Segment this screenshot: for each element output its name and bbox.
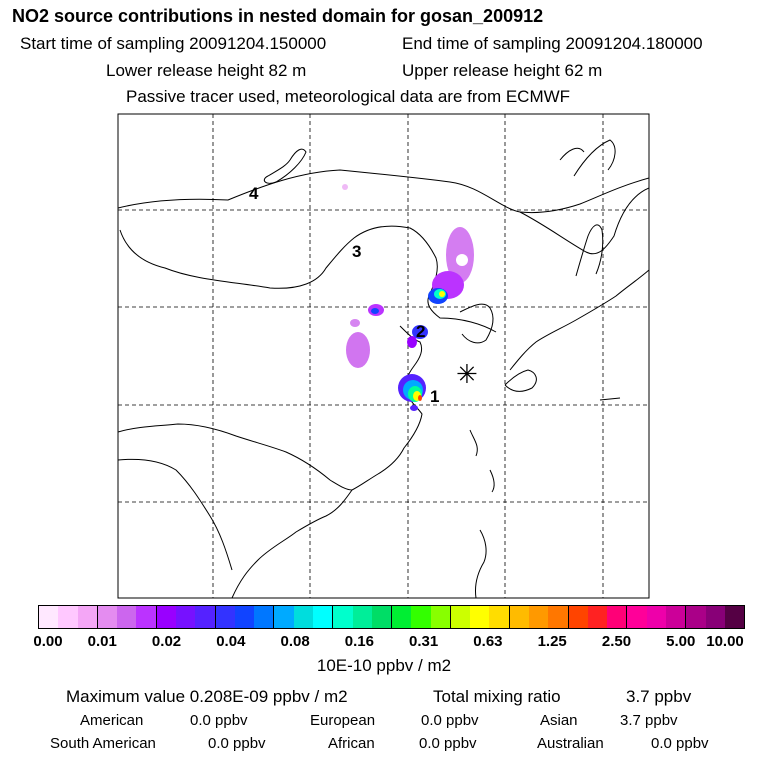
end-time-label: End time of sampling 20091204.180000: [402, 34, 703, 53]
colorbar-swatch: [136, 606, 157, 628]
upper-release-label: Upper release height 62 m: [402, 61, 603, 80]
american-label: American: [80, 712, 144, 729]
colorbar-tick-label: 2.50: [601, 633, 632, 650]
colorbar-swatch: [195, 606, 216, 628]
colorbar-swatch: [371, 606, 393, 628]
european-value: 0.0 ppbv: [421, 712, 479, 729]
colorbar-swatch: [274, 606, 294, 628]
colorbar-swatch: [548, 606, 569, 628]
colorbar-tick-label: 0.00: [33, 633, 63, 650]
european-label: European: [310, 712, 376, 729]
colorbar-swatch: [470, 606, 490, 628]
colorbar-swatch: [312, 606, 334, 628]
colorbar-swatch: [587, 606, 608, 628]
australian-label: Australian: [537, 735, 604, 752]
colorbar-swatch: [254, 606, 275, 628]
source-marker-4: 4: [249, 184, 259, 203]
receptor-star-icon: ✳: [456, 360, 478, 390]
colorbar-tick-label: 5.00: [666, 633, 696, 650]
start-time-label: Start time of sampling 20091204.150000: [20, 34, 327, 53]
map-title: NO2 source contributions in nested domai…: [12, 6, 544, 26]
colorbar-tick-label: 1.25: [537, 633, 567, 650]
colorbar-swatch: [686, 606, 706, 628]
colorbar-swatch: [489, 606, 510, 628]
colorbar-swatch: [156, 606, 176, 628]
colorbar-swatch: [430, 606, 451, 628]
coastlines: [118, 139, 649, 598]
colorbar-swatch: [58, 606, 78, 628]
colorbar-swatch: [509, 606, 530, 628]
colorbar-swatch: [352, 606, 372, 628]
colorbar-tick-label: 0.31: [409, 633, 439, 650]
american-value: 0.0 ppbv: [190, 712, 248, 729]
colorbar-swatch: [568, 606, 588, 628]
colorbar-swatch: [646, 606, 666, 628]
lower-release-label: Lower release height 82 m: [106, 61, 307, 80]
source-marker-3: 3: [352, 242, 361, 261]
total-mixing-label: Total mixing ratio: [433, 687, 561, 706]
colorbar-tick-label: 0.08: [280, 633, 310, 650]
colorbar-swatch: [392, 606, 412, 628]
colorbar-swatch: [411, 606, 431, 628]
source-marker-2: 2: [416, 322, 425, 341]
model-note: Passive tracer used, meteorological data…: [126, 87, 571, 106]
colorbar-swatch: [705, 606, 725, 628]
asian-label: Asian: [540, 712, 578, 729]
colorbar-tick-label: 0.02: [151, 633, 182, 650]
colorbar-swatch: [450, 606, 471, 628]
african-value: 0.0 ppbv: [419, 735, 477, 752]
colorbar-tick-label: 0.01: [87, 633, 117, 650]
south-american-value: 0.0 ppbv: [208, 735, 266, 752]
colorbar-tick-label: 0.16: [344, 633, 374, 650]
south-american-label: South American: [50, 735, 156, 752]
source-marker-1: 1: [430, 387, 439, 406]
colorbar-tick-label: 10.00: [706, 633, 744, 650]
colorbar-swatch: [627, 606, 647, 628]
map-frame: [117, 113, 650, 599]
colorbar-swatch: [666, 606, 687, 628]
colorbar-swatch: [117, 606, 137, 628]
colorbar-tick-label: 0.63: [473, 633, 503, 650]
colorbar: [38, 605, 745, 629]
colorbar-tick-label: 0.04: [216, 633, 246, 650]
colorbar-unit: 10E-10 ppbv / m2: [316, 656, 452, 675]
max-value-label: Maximum value 0.208E-09 ppbv / m2: [66, 687, 348, 706]
colorbar-swatch: [175, 606, 196, 628]
australian-value: 0.0 ppbv: [651, 735, 709, 752]
colorbar-swatch: [293, 606, 313, 628]
colorbar-swatch: [97, 606, 118, 628]
colorbar-swatch: [77, 606, 98, 628]
colorbar-swatch: [724, 606, 745, 628]
colorbar-swatch: [607, 606, 628, 628]
total-mixing-value: 3.7 ppbv: [626, 687, 692, 706]
colorbar-swatch: [529, 606, 549, 628]
colorbar-swatch: [39, 606, 59, 628]
african-label: African: [328, 735, 375, 752]
colorbar-swatch: [333, 606, 353, 628]
asian-value: 3.7 ppbv: [620, 712, 678, 729]
colorbar-swatch: [215, 606, 235, 628]
tracer-plumes: [342, 184, 474, 411]
colorbar-swatch: [234, 606, 255, 628]
